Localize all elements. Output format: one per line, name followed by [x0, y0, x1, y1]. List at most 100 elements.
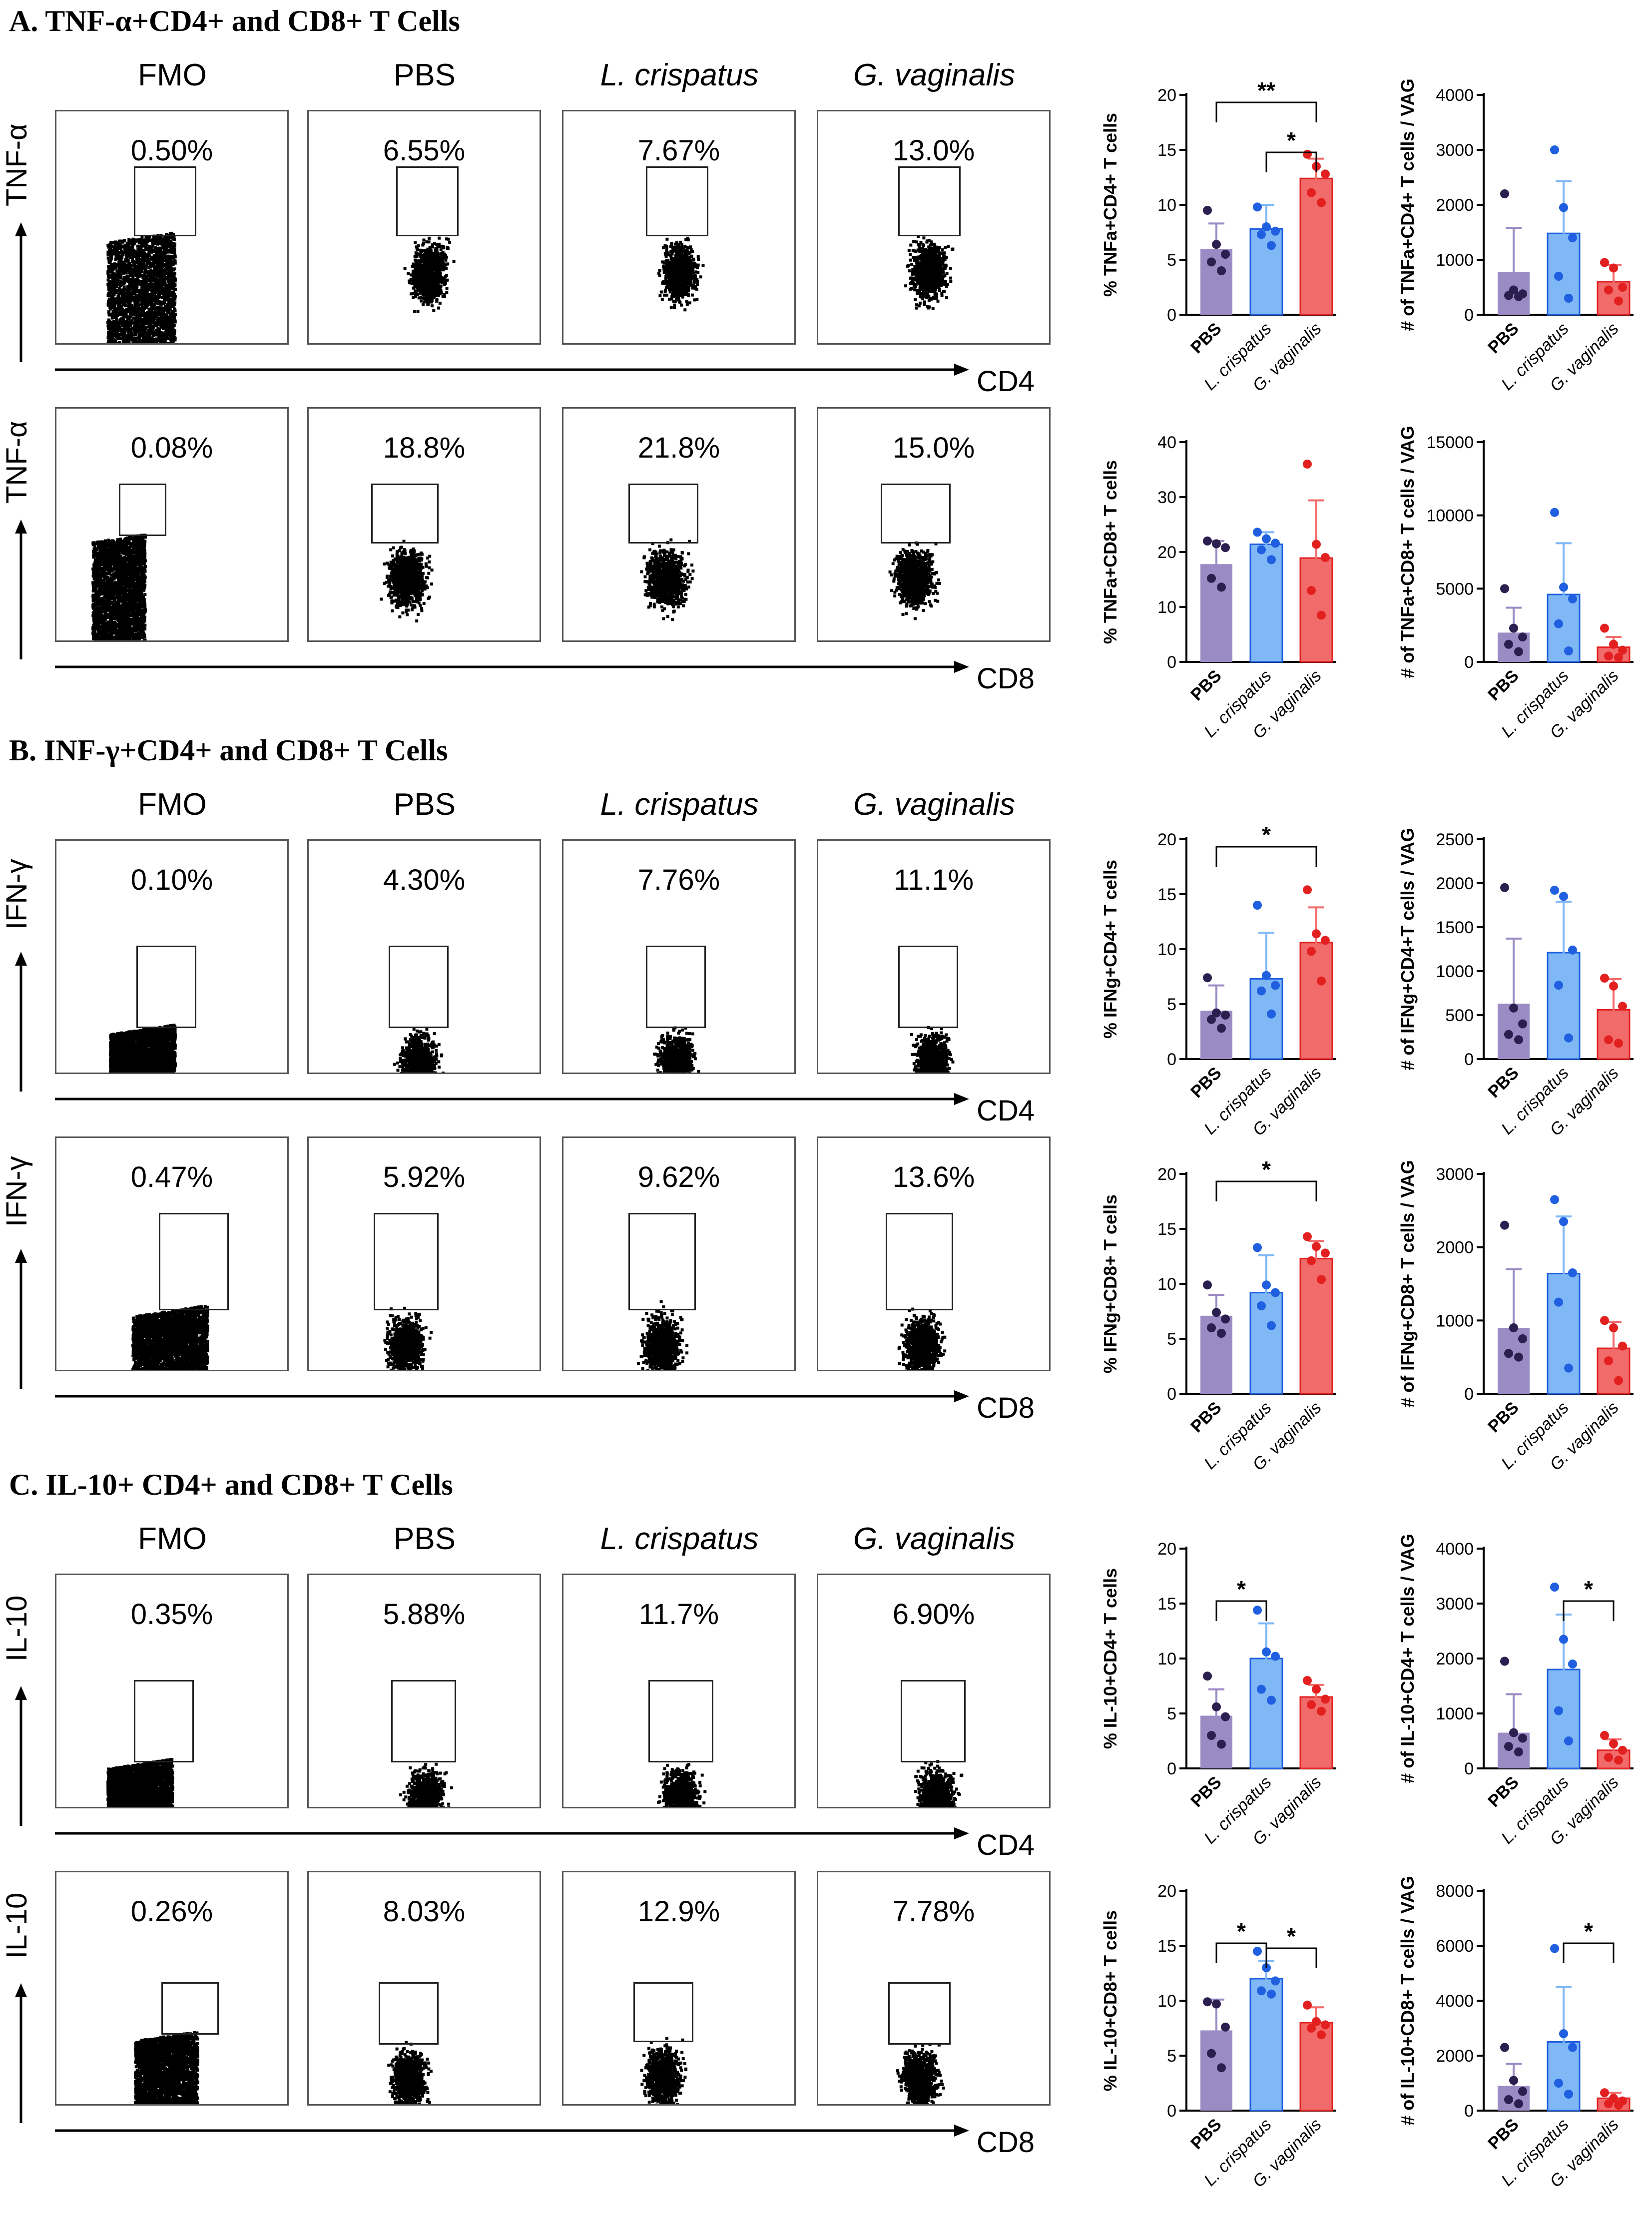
data-point [1514, 647, 1523, 656]
event-cloud [640, 2037, 688, 2106]
significance-label: * [1262, 822, 1271, 848]
data-point [1600, 974, 1609, 983]
data-point [1518, 1734, 1527, 1743]
data-point [1262, 971, 1271, 980]
gate-percentage: 5.92% [309, 1160, 540, 1194]
gate-percentage: 0.26% [56, 1895, 287, 1928]
y-axis-title: # of IFNg+CD8+ T cells / VAG [1397, 1160, 1418, 1407]
event-cloud [910, 1026, 955, 1074]
data-point [1267, 1990, 1276, 1999]
facs-plot: 0.47% [55, 1136, 289, 1371]
y-tick-label: 0 [1464, 306, 1474, 325]
y-tick-label: 15 [1157, 1595, 1176, 1614]
x-axis-label: CD8 [977, 2126, 1035, 2159]
x-axis-label: CD8 [977, 662, 1035, 695]
event-cloud [898, 1308, 947, 1371]
y-axis-title: # of IFNg+CD4+T cells / VAG [1397, 828, 1418, 1070]
gate-percentage: 6.90% [818, 1598, 1049, 1631]
column-header: PBS [307, 1521, 542, 1557]
gate-rectangle [646, 166, 708, 236]
data-point [1518, 1020, 1527, 1029]
event-cloud [383, 1307, 433, 1371]
gate-percentage: 18.8% [309, 431, 540, 465]
bar-chart: # of IFNg+CD4+T cells / VAG0500100015002… [1394, 829, 1644, 1176]
bar [1250, 545, 1282, 662]
data-point [1303, 1232, 1312, 1241]
data-point [1271, 1652, 1280, 1661]
y-axis-label: TNF-α [0, 115, 45, 215]
data-point [1253, 901, 1262, 910]
significance-bracket [1564, 1943, 1614, 1963]
data-point [1600, 1316, 1609, 1325]
gate-percentage: 13.6% [818, 1160, 1049, 1194]
y-axis-label: IL-10 [0, 1579, 45, 1678]
event-cloud [399, 1763, 453, 1808]
x-tick-label: PBS [1484, 2115, 1522, 2153]
data-point [1554, 272, 1563, 281]
data-point [1253, 202, 1262, 211]
data-point [1262, 1280, 1271, 1289]
y-axis-title: # of TNFa+CD4+ T cells / VAG [1397, 78, 1418, 331]
bar-chart: % IFNg+CD4+ T cells05101520PBSL. crispat… [1097, 829, 1346, 1176]
bar-chart: # of IFNg+CD8+ T cells / VAG010002000300… [1394, 1164, 1644, 1511]
y-axis-label: IFN-γ [0, 844, 45, 944]
data-point [1564, 1736, 1573, 1745]
significance-label: * [1237, 1918, 1246, 1944]
facs-plot: 7.78% [817, 1871, 1051, 2106]
y-tick-label: 0 [1464, 1050, 1474, 1069]
data-point [1500, 189, 1509, 198]
gate-rectangle [888, 1982, 951, 2045]
x-axis-arrow [55, 1386, 969, 1406]
y-tick-label: 0 [1167, 653, 1176, 672]
data-point [1514, 1353, 1523, 1362]
gate-rectangle [134, 166, 196, 236]
facs-plot: 4.30% [307, 839, 541, 1074]
column-header: FMO [55, 787, 290, 822]
event-cloud [653, 1027, 700, 1074]
data-point [1504, 1349, 1513, 1358]
data-point [1307, 1700, 1316, 1709]
x-axis-arrow [55, 2121, 969, 2141]
data-point [1604, 2099, 1613, 2108]
y-axis-arrow [11, 1686, 31, 1831]
data-point [1253, 1606, 1262, 1615]
gate-percentage: 12.9% [563, 1895, 794, 1928]
gate-percentage: 11.7% [563, 1598, 794, 1631]
data-point [1614, 297, 1623, 306]
y-tick-label: 5 [1167, 2047, 1176, 2066]
event-cloud [404, 237, 456, 313]
data-point [1267, 555, 1276, 564]
facs-plot: 15.0% [817, 407, 1051, 642]
y-tick-label: 3000 [1436, 141, 1474, 160]
data-point [1307, 1256, 1316, 1265]
data-point [1559, 582, 1568, 591]
data-point [1257, 987, 1266, 996]
data-point [1554, 1298, 1563, 1307]
x-tick-label: PBS [1484, 319, 1522, 357]
x-tick-label: PBS [1484, 1064, 1522, 1102]
data-point [1257, 546, 1266, 555]
data-point [1618, 283, 1627, 292]
gate-rectangle [886, 1213, 953, 1310]
data-point [1500, 584, 1509, 593]
y-tick-label: 1500 [1436, 918, 1474, 937]
significance-bracket [1564, 1601, 1614, 1621]
data-point [1212, 540, 1221, 549]
gate-rectangle [628, 1213, 696, 1310]
data-point [1207, 1731, 1216, 1740]
event-cloud [896, 2043, 945, 2106]
data-point [1509, 2076, 1518, 2085]
section-title: C. IL-10+ CD4+ and CD8+ T Cells [9, 1468, 453, 1502]
event-cloud [640, 539, 694, 621]
facs-plot: 12.9% [562, 1871, 796, 2106]
gate-percentage: 6.55% [309, 134, 540, 167]
event-cloud [889, 542, 941, 620]
bar-chart: # of IL-10+CD4+ T cells / VAG01000200030… [1394, 1539, 1644, 1886]
y-tick-label: 10 [1157, 1992, 1176, 2011]
y-tick-label: 15 [1157, 141, 1176, 160]
gate-percentage: 0.35% [56, 1598, 287, 1631]
data-point [1618, 1002, 1627, 1011]
data-point [1317, 977, 1326, 986]
gate-rectangle [136, 946, 196, 1028]
gate-rectangle [159, 1213, 229, 1310]
